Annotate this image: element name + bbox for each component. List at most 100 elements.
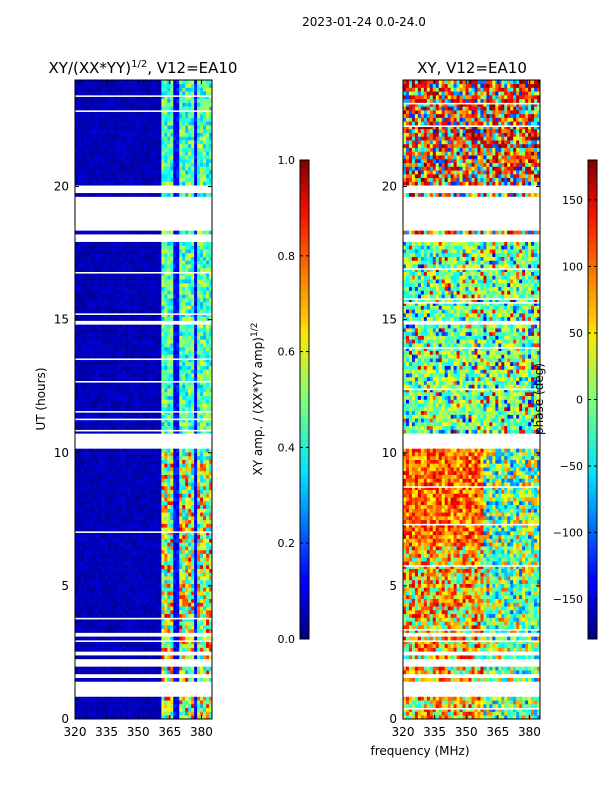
heatmap-cell <box>194 316 198 321</box>
heatmap-cell <box>107 621 112 626</box>
heatmap-cell <box>182 271 186 276</box>
heatmap-cell <box>152 463 156 468</box>
heatmap-cell <box>110 485 115 491</box>
heatmap-cell <box>125 346 129 351</box>
heatmap-cell <box>95 583 100 588</box>
heatmap-cell <box>170 455 174 460</box>
heatmap-cell <box>152 711 156 716</box>
heatmap-cell <box>86 568 91 573</box>
heatmap-cell <box>146 316 150 321</box>
heatmap-cell <box>137 617 141 622</box>
heatmap-cell <box>122 459 126 464</box>
heatmap-cell <box>125 568 129 573</box>
heatmap-cell <box>107 527 112 532</box>
heatmap-cell <box>101 279 106 284</box>
heatmap-cell <box>83 606 88 611</box>
heatmap-cell <box>191 549 195 554</box>
heatmap-cell <box>110 489 115 494</box>
heatmap-cell <box>191 579 195 584</box>
heatmap-cell <box>122 395 126 400</box>
heatmap-cell <box>113 467 117 472</box>
heatmap-cell <box>209 391 213 397</box>
heatmap-cell <box>137 512 141 517</box>
heatmap-cell <box>110 625 115 630</box>
heatmap-cell <box>83 275 88 280</box>
heatmap-cell <box>146 643 150 648</box>
heatmap-cell <box>164 594 168 600</box>
heatmap-cell <box>152 264 156 269</box>
heatmap-cell <box>143 275 147 280</box>
heatmap-cell <box>188 703 192 709</box>
heatmap-cell <box>158 354 162 359</box>
heatmap-cell <box>125 361 129 366</box>
heatmap-cell <box>173 500 177 506</box>
heatmap-cell <box>125 625 129 630</box>
heatmap-cell <box>75 290 79 295</box>
heatmap-cell <box>188 313 192 318</box>
heatmap-cell <box>158 324 162 329</box>
heatmap-cell <box>89 301 94 306</box>
heatmap-cell <box>131 628 135 633</box>
heatmap-cell <box>191 459 195 464</box>
flagged-line <box>75 531 212 533</box>
heatmap-cell <box>143 715 147 720</box>
heatmap-cell <box>176 395 180 400</box>
heatmap-cell <box>179 354 183 359</box>
heatmap-cell <box>101 418 106 423</box>
heatmap-cell <box>158 613 162 618</box>
heatmap-cell <box>89 331 94 336</box>
heatmap-cell <box>179 267 183 272</box>
heatmap-cell <box>95 391 100 397</box>
heatmap-cell <box>107 613 112 618</box>
heatmap-cell <box>125 455 129 460</box>
heatmap-cell <box>86 561 91 566</box>
heatmap-cell <box>191 516 195 521</box>
heatmap-cell <box>137 606 141 611</box>
heatmap-cell <box>146 286 150 291</box>
heatmap-cell <box>155 591 159 596</box>
heatmap-cell <box>98 361 103 366</box>
heatmap-cell <box>197 640 201 645</box>
heatmap-cell <box>182 286 186 291</box>
heatmap-cell <box>161 407 165 412</box>
heatmap-cell <box>164 343 168 348</box>
heatmap-cell <box>119 703 123 709</box>
heatmap-cell <box>113 553 117 558</box>
heatmap-cell <box>140 429 144 434</box>
heatmap-cell <box>206 290 210 295</box>
heatmap-cell <box>116 534 120 539</box>
heatmap-cell <box>137 376 141 382</box>
heatmap-cell <box>173 301 177 306</box>
flagged-line <box>75 418 212 421</box>
heatmap-cell <box>75 519 79 524</box>
heatmap-cell <box>191 527 195 532</box>
heatmap-cell <box>75 354 79 359</box>
heatmap-cell <box>95 467 100 472</box>
heatmap-cell <box>206 264 210 269</box>
heatmap-cell <box>95 591 100 596</box>
flagged-row <box>75 681 212 686</box>
heatmap-cell <box>146 294 150 299</box>
heatmap-cell <box>173 531 177 536</box>
heatmap-cell <box>203 508 207 513</box>
heatmap-cell <box>92 591 97 596</box>
heatmap-cell <box>158 497 162 502</box>
heatmap-cell <box>170 448 174 453</box>
heatmap-cell <box>119 538 123 543</box>
heatmap-cell <box>164 350 168 355</box>
heatmap-cell <box>158 591 162 596</box>
heatmap-cell <box>143 542 147 547</box>
heatmap-cell <box>185 407 189 412</box>
heatmap-cell <box>164 643 168 648</box>
heatmap-cell <box>167 260 171 265</box>
heatmap-cell <box>179 707 183 712</box>
heatmap-cell <box>143 346 147 351</box>
heatmap-cell <box>194 519 198 524</box>
heatmap-cell <box>206 414 210 419</box>
heatmap-cell <box>170 395 174 400</box>
heatmap-cell <box>122 361 126 366</box>
heatmap-cell <box>182 493 186 498</box>
heatmap-cell <box>83 301 88 306</box>
heatmap-cell <box>152 429 156 434</box>
heatmap-cell <box>92 354 97 359</box>
